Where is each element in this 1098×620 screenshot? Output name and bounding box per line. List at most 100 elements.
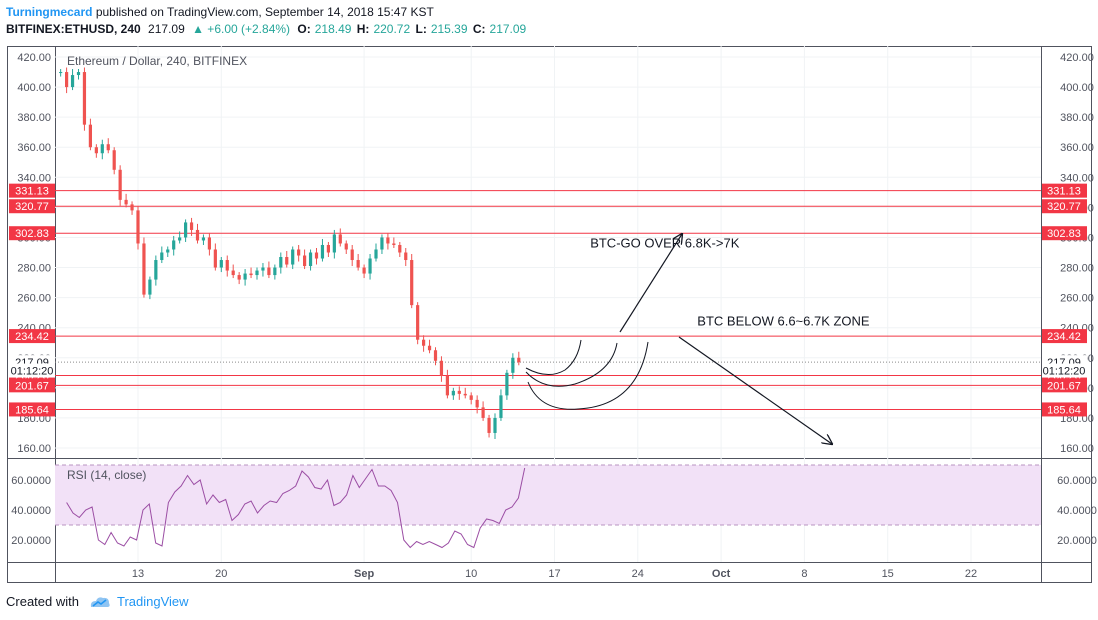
time-axis-tick: 13 [132, 568, 144, 580]
high-label: H: [356, 22, 370, 36]
candle-body [195, 229, 200, 241]
cup-curve-3 [527, 341, 649, 410]
candle-body [338, 234, 342, 244]
candle-body [368, 258, 372, 274]
candle-body [154, 260, 158, 280]
price-axis-tick-right: 360.00 [1060, 142, 1094, 154]
candle-body [207, 237, 211, 250]
candle-body [124, 199, 128, 205]
level-price-badge-left [9, 226, 55, 241]
price-axis-tick-left: 420.00 [17, 52, 51, 64]
price-change: ▲ +6.00 (+2.84%) [192, 22, 291, 36]
candle-body [386, 237, 390, 244]
time-axis-tick: 15 [882, 568, 894, 580]
candle-body [463, 393, 467, 396]
author-link[interactable]: Turningmecard [6, 5, 93, 19]
candle-body [255, 270, 259, 276]
tradingview-link[interactable]: TradingView [116, 594, 189, 609]
rsi-band [55, 465, 1041, 525]
last-price: 217.09 [148, 22, 185, 36]
candle-body [279, 257, 283, 268]
price-axis-tick-right: 380.00 [1060, 112, 1094, 124]
candle-body [237, 275, 241, 280]
level-price-label: 201.67 [1047, 380, 1081, 392]
created-with-text: Created with [6, 594, 79, 609]
candle-body [160, 252, 164, 261]
price-axis-tick-right: 420.00 [1060, 52, 1094, 64]
candle-body [148, 279, 152, 295]
candle-body [416, 305, 420, 340]
candle-body [427, 345, 432, 351]
level-price-badge-right [1042, 378, 1087, 393]
candle-body [332, 234, 336, 253]
candle-body [439, 360, 444, 376]
price-axis-tick-left: 360.00 [17, 142, 51, 154]
candle-body [297, 249, 301, 256]
candle-body [106, 144, 110, 151]
candle-body [225, 260, 229, 271]
low-value: 215.39 [430, 22, 468, 36]
symbol-label[interactable]: BITFINEX:ETHUSD, 240 [6, 22, 141, 36]
candle-body [273, 267, 277, 276]
level-price-badge-left [9, 183, 55, 198]
level-price-badge-right [1042, 199, 1087, 214]
price-axis-tick-left: 280.00 [17, 263, 51, 275]
level-price-label: 185.64 [15, 404, 49, 416]
price-axis-tick-left: 340.00 [17, 172, 51, 184]
rsi-axis-tick-left: 40.0000 [11, 505, 51, 517]
candle-body [350, 249, 354, 261]
candle-body [118, 169, 122, 200]
level-price-badge-right [1042, 402, 1087, 417]
countdown-badge-right [1042, 363, 1087, 378]
rsi-axis-tick-right: 40.0000 [1057, 505, 1097, 517]
open-label: O: [297, 22, 311, 36]
level-price-badge-left [9, 378, 55, 393]
candle-body [130, 204, 134, 211]
candle-body [314, 252, 319, 259]
publish-info: Turningmecard published on TradingView.c… [6, 4, 434, 20]
level-price-badge-left [9, 329, 55, 344]
candle-body [481, 407, 485, 418]
candle-body [326, 244, 330, 253]
level-price-badge-right [1042, 226, 1087, 241]
candle-body [291, 249, 295, 265]
candle-body [433, 350, 438, 361]
level-price-label: 234.42 [1047, 331, 1081, 343]
level-price-label: 185.64 [1047, 404, 1081, 416]
level-price-label: 331.13 [1047, 186, 1081, 198]
candle-body [356, 260, 360, 268]
candle-body [493, 417, 497, 433]
candle-body [65, 72, 69, 88]
candle-body [70, 75, 75, 88]
candle-body [219, 260, 223, 268]
annotation-text: BTC BELOW 6.6~6.7K ZONE [697, 314, 870, 329]
time-axis-tick: 8 [801, 568, 807, 580]
candle-body [457, 390, 461, 394]
high-value: 220.72 [373, 22, 411, 36]
level-price-label: 331.13 [15, 186, 49, 198]
tradingview-logo-icon [90, 596, 110, 607]
candle-body [184, 222, 188, 238]
price-axis-tick-left: 160.00 [17, 443, 51, 455]
price-axis-tick-right: 260.00 [1060, 293, 1094, 305]
candle-body [308, 252, 313, 267]
candle-body [362, 267, 366, 274]
candle-body [249, 273, 253, 276]
candle-body [451, 390, 455, 396]
time-axis-tick: 22 [965, 568, 977, 580]
chart-title: Ethereum / Dollar, 240, BITFINEX [67, 54, 247, 68]
level-price-label: 302.83 [15, 228, 49, 240]
rsi-axis-tick-left: 60.0000 [11, 475, 51, 487]
price-axis-tick-left: 260.00 [17, 293, 51, 305]
level-price-label: 320.77 [1047, 201, 1081, 213]
up-arrow [619, 234, 682, 333]
countdown-badge-left [9, 363, 55, 378]
annotation-text: BTC-GO OVER 6.8K->7K [590, 235, 740, 250]
cup-curve-1 [525, 339, 582, 375]
rsi-title: RSI (14, close) [67, 468, 146, 482]
level-price-badge-left [9, 199, 55, 214]
candle-body [487, 417, 491, 433]
candle-body [166, 249, 170, 253]
down-arrow [678, 336, 832, 444]
